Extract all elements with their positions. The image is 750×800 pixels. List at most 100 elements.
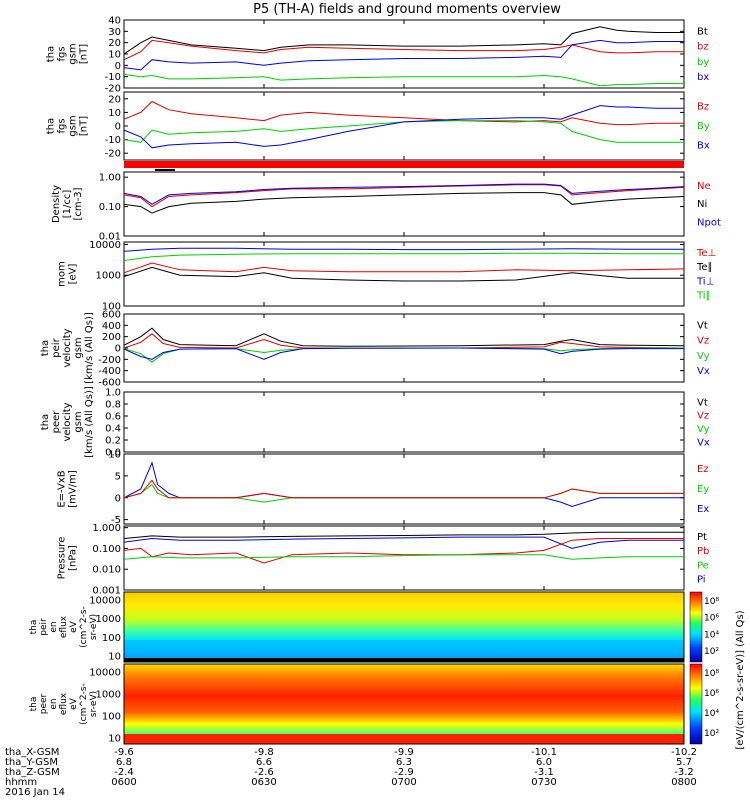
y-axis-label: en [49, 698, 59, 709]
colorbar-tick-label: 10⁸ [704, 669, 719, 679]
y-axis-label: peer [39, 693, 49, 714]
legend-entry: Vz [697, 336, 709, 347]
y-axis-label: (cm^2-s- [79, 606, 89, 648]
y-axis-label: [km/s (All Qs)] [84, 386, 95, 458]
spectrogram-peir-floor [124, 658, 684, 662]
y-axis-label: [nT] [79, 116, 90, 136]
y-axis-label: eV [69, 620, 79, 633]
colorbar-tick-label: 10⁶ [704, 689, 719, 699]
legend-entry: Pi [697, 575, 706, 586]
panel-frame [123, 391, 685, 453]
y-tick-label: 10000 [89, 596, 121, 607]
x-tick-label: 0630 [251, 777, 276, 788]
y-tick-label: 0.6 [105, 412, 121, 423]
legend-entry: Ti⊥ [696, 276, 714, 287]
legend-entry: Te⊥ [696, 248, 716, 259]
x-tick-label: -9.6 [114, 747, 134, 758]
y-tick-label: 0.010 [92, 565, 121, 576]
y-tick-label: 0.0 [105, 448, 121, 459]
colorbar-tick-label: 10² [704, 729, 719, 739]
y-axis-label: [eV] [68, 264, 79, 285]
y-tick-label: -10 [105, 72, 121, 83]
series-line-red [123, 333, 685, 349]
legend-entry: Vt [697, 397, 708, 408]
x-axis-row-label: tha_Z-GSM [5, 767, 60, 778]
legend-entry: bx [697, 72, 709, 83]
series-line-blue [123, 347, 684, 360]
y-axis-label: Density [51, 185, 62, 223]
mode-bar-marker [155, 169, 175, 171]
colorbar-tick-label: 10⁴ [704, 709, 719, 719]
legend-entry: Vy [697, 351, 710, 362]
x-axis-row-label: tha_X-GSM [5, 747, 59, 758]
y-axis-label: eV [69, 697, 79, 710]
legend-entry: Pb [697, 546, 709, 557]
spectrogram-peer-field [124, 664, 684, 744]
series-line-red [123, 184, 685, 208]
legend-entry: Te∥ [696, 262, 713, 273]
legend-entry: Vy [697, 424, 710, 435]
y-axis-label: [km/s (All Qs)] [84, 312, 95, 384]
series-line-red [123, 538, 684, 564]
figure-title: P5 (TH-A) fields and ground moments over… [253, 2, 561, 17]
legend-entry: Vt [697, 321, 708, 332]
y-axis-label: [cm-3] [73, 187, 84, 220]
y-tick-label: 1000 [96, 690, 121, 701]
x-tick-label: 0700 [391, 777, 416, 788]
y-tick-label: 0.01 [99, 232, 121, 243]
y-tick-label: 10 [108, 108, 121, 119]
spectrogram-axis-peer-spectrogram: 10000 1000 100 10 tha peer en eflux eV (cm^2-s-sr… [29, 668, 128, 745]
x-tick-label: 6.6 [256, 757, 272, 768]
y-axis-label: sr-eV) [89, 691, 99, 717]
series-line-green [123, 120, 684, 143]
series-line-blue [123, 105, 684, 149]
series-line-black [123, 26, 684, 55]
y-tick-label: 100 [102, 712, 121, 723]
spectrogram-peer-frame [123, 663, 685, 745]
x-tick-label: 6.8 [116, 757, 132, 768]
colorbar-bottom [689, 663, 703, 745]
legend-entry: by [697, 57, 709, 68]
y-axis-label: [mV/m] [68, 470, 79, 508]
legend-entry: Bz [697, 102, 709, 113]
series-line-green [123, 554, 684, 560]
legend-entry: Pe [697, 560, 709, 571]
panel-frame [123, 241, 685, 307]
x-axis-row-label: tha_Y-GSM [5, 757, 58, 768]
y-tick-label: -10 [105, 135, 121, 146]
y-axis-label: Pressure [57, 537, 68, 580]
y-tick-label: 0 [115, 61, 121, 72]
y-tick-label: 40 [108, 16, 121, 27]
y-tick-label: 0.10 [99, 202, 121, 213]
figure-date: 2016 Jan 14 [5, 787, 65, 798]
panel-density: 1.00 0.10 0.01 Density [1/cc] [cm-3] Ne Ni Npot [51, 171, 721, 243]
x-tick-label: -2.4 [114, 767, 134, 778]
legend-entry: Ex [697, 504, 709, 515]
colorbar-tick-label: 10⁸ [704, 597, 719, 607]
panel-velocity-peer: 1.00.80.60.40.20.0 tha peer velocity gsm [km/… [40, 386, 710, 458]
y-tick-label: -5 [111, 515, 121, 526]
y-tick-label: 1.00 [99, 173, 121, 184]
series-line-red [123, 262, 685, 274]
legend-entry: Ez [697, 464, 709, 475]
legend-entry: Ti∥ [696, 291, 711, 302]
series-line-black [123, 192, 685, 214]
x-tick-label: -2.9 [394, 767, 414, 778]
y-tick-label: 20 [108, 94, 121, 105]
x-tick-label: -3.2 [674, 767, 694, 778]
y-axis-label: tha [40, 414, 51, 430]
legend-entry: Vx [697, 437, 710, 448]
y-tick-label: 20 [108, 38, 121, 49]
x-tick-label: 0730 [531, 777, 556, 788]
y-tick-label: 1000 [96, 271, 121, 282]
legend-entry: Ey [697, 484, 709, 495]
y-tick-label: -20 [105, 84, 121, 95]
y-axis-label: velocity [62, 402, 73, 441]
legend-entry: By [697, 121, 710, 132]
series-line-green [123, 347, 684, 363]
spectrogram-peir [123, 591, 685, 663]
legend-entry: Ne [697, 181, 711, 192]
y-tick-label: 5 [115, 471, 121, 482]
x-tick-label: 0600 [111, 777, 136, 788]
y-axis-label: mom [57, 261, 68, 287]
